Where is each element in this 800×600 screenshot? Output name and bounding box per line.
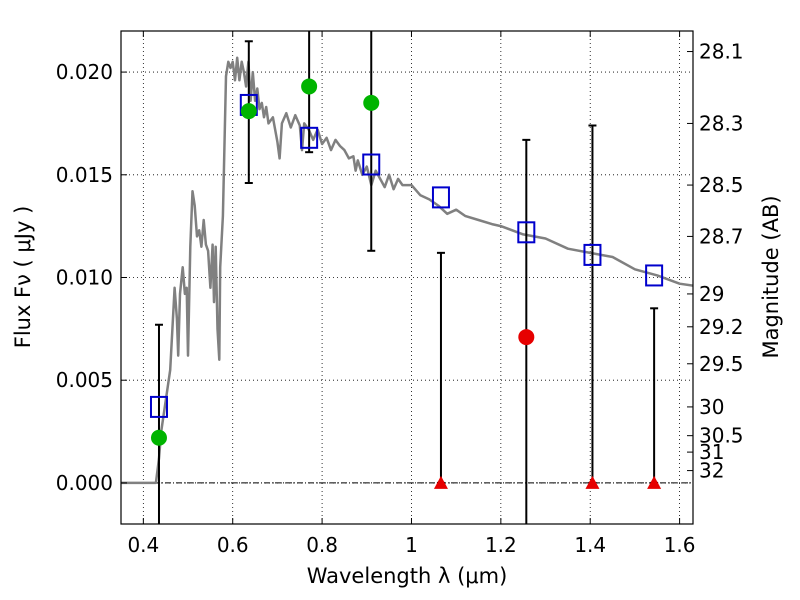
plot-background [121,31,693,524]
y-tick-label: 0.015 [56,163,113,187]
marginal-point-circle [518,329,535,346]
y-tick-label: 0.020 [56,60,113,84]
y-tick-label: 0.005 [56,368,113,392]
model-point-square [149,395,168,418]
template-sed-line [121,56,693,485]
model-point-square [517,221,536,244]
magnitude-tick-label: 29.2 [699,315,744,339]
detection-point-circle [363,94,380,111]
x-tick-label: 0.8 [306,533,338,557]
magnitude-tick-label: 28.3 [699,111,744,135]
x-axis-ticks: 0.4 0.6 0.8 1 1.2 1.4 1.6 [127,31,696,557]
detection-point-circle [301,78,318,95]
magnitude-tick-label: 28.7 [699,224,744,248]
y-tick-label: 0.010 [56,266,113,290]
x-tick-label: 0.6 [217,533,249,557]
upper-limit-triangle [433,475,448,489]
x-tick-label: 1 [405,533,418,557]
x-tick-label: 0.4 [127,533,159,557]
magnitude-tick-label: 29.5 [699,352,744,376]
model-point-square [362,153,381,176]
magnitude-tick-label: 32 [699,459,724,483]
model-point-square [300,126,319,149]
y-tick-label: 0.000 [56,471,113,495]
magnitude-tick-label: 31 [699,440,724,464]
magnitude-tick-label: 30 [699,395,724,419]
x-tick-label: 1.4 [574,533,606,557]
x-axis-label: Wavelength λ (μm) [307,564,508,588]
y-axis-ticks: 0.000 0.005 0.010 0.015 0.020 [56,60,127,495]
magnitude-tick-label: 28.5 [699,173,744,197]
model-point-square [645,264,664,287]
detection-point-circle [240,103,257,120]
x-tick-label: 1.6 [664,533,696,557]
y-axis-label: Flux Fν ( μJy ) [11,206,35,349]
magnitude-tick-label: 29 [699,282,724,306]
error-bar [367,31,376,252]
upper-limit-triangle [647,475,662,489]
magnitude-tick-label: 30.5 [699,424,744,448]
detection-point-circle [150,429,167,446]
x-tick-label: 1.2 [485,533,517,557]
model-point-square [431,186,450,209]
magnitude-tick-label: 28.1 [699,40,744,64]
upper-limit-triangle [585,475,600,489]
y2-axis-label: Magnitude (AB) [759,195,783,358]
data-markers [149,78,664,489]
model-point-square [583,243,602,266]
